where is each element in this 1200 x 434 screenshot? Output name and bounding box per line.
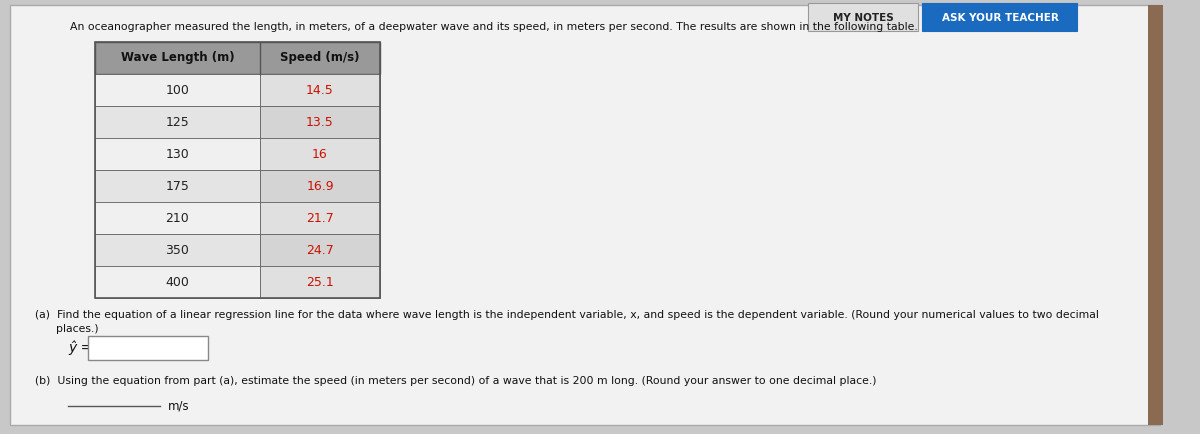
Bar: [260, 234, 380, 266]
Bar: [260, 106, 380, 138]
Text: 130: 130: [166, 148, 190, 161]
Bar: [95, 234, 260, 266]
Bar: [260, 202, 380, 234]
Text: ŷ =: ŷ =: [68, 341, 92, 355]
Bar: [260, 74, 380, 106]
Text: 16: 16: [312, 148, 328, 161]
Bar: [95, 202, 260, 234]
Text: MY NOTES: MY NOTES: [833, 13, 893, 23]
Bar: [95, 138, 260, 170]
Bar: [922, 3, 1078, 31]
Bar: [95, 266, 260, 298]
Bar: [260, 266, 380, 298]
Bar: [260, 138, 380, 170]
Text: 21.7: 21.7: [306, 211, 334, 224]
Text: An oceanographer measured the length, in meters, of a deepwater wave and its spe: An oceanographer measured the length, in…: [70, 22, 918, 32]
Text: 14.5: 14.5: [306, 83, 334, 96]
Bar: [88, 336, 208, 360]
Text: places.): places.): [35, 324, 98, 334]
Text: 13.5: 13.5: [306, 115, 334, 128]
Text: 16.9: 16.9: [306, 180, 334, 193]
Text: 175: 175: [166, 180, 190, 193]
Text: (b)  Using the equation from part (a), estimate the speed (in meters per second): (b) Using the equation from part (a), es…: [35, 376, 876, 386]
Text: m/s: m/s: [168, 400, 190, 412]
Text: 100: 100: [166, 83, 190, 96]
Text: 25.1: 25.1: [306, 276, 334, 289]
Bar: [95, 42, 380, 298]
Bar: [808, 3, 918, 31]
Text: 350: 350: [166, 243, 190, 256]
Text: 24.7: 24.7: [306, 243, 334, 256]
Text: 400: 400: [166, 276, 190, 289]
Text: (a)  Find the equation of a linear regression line for the data where wave lengt: (a) Find the equation of a linear regres…: [35, 310, 1099, 320]
Text: Wave Length (m): Wave Length (m): [121, 52, 234, 65]
Text: 125: 125: [166, 115, 190, 128]
Bar: [95, 42, 380, 74]
Bar: [260, 170, 380, 202]
Bar: [95, 106, 260, 138]
Text: Speed (m/s): Speed (m/s): [281, 52, 360, 65]
Bar: [1148, 5, 1163, 425]
Text: 210: 210: [166, 211, 190, 224]
Bar: [95, 74, 260, 106]
Text: ASK YOUR TEACHER: ASK YOUR TEACHER: [942, 13, 1058, 23]
Bar: [95, 170, 260, 202]
